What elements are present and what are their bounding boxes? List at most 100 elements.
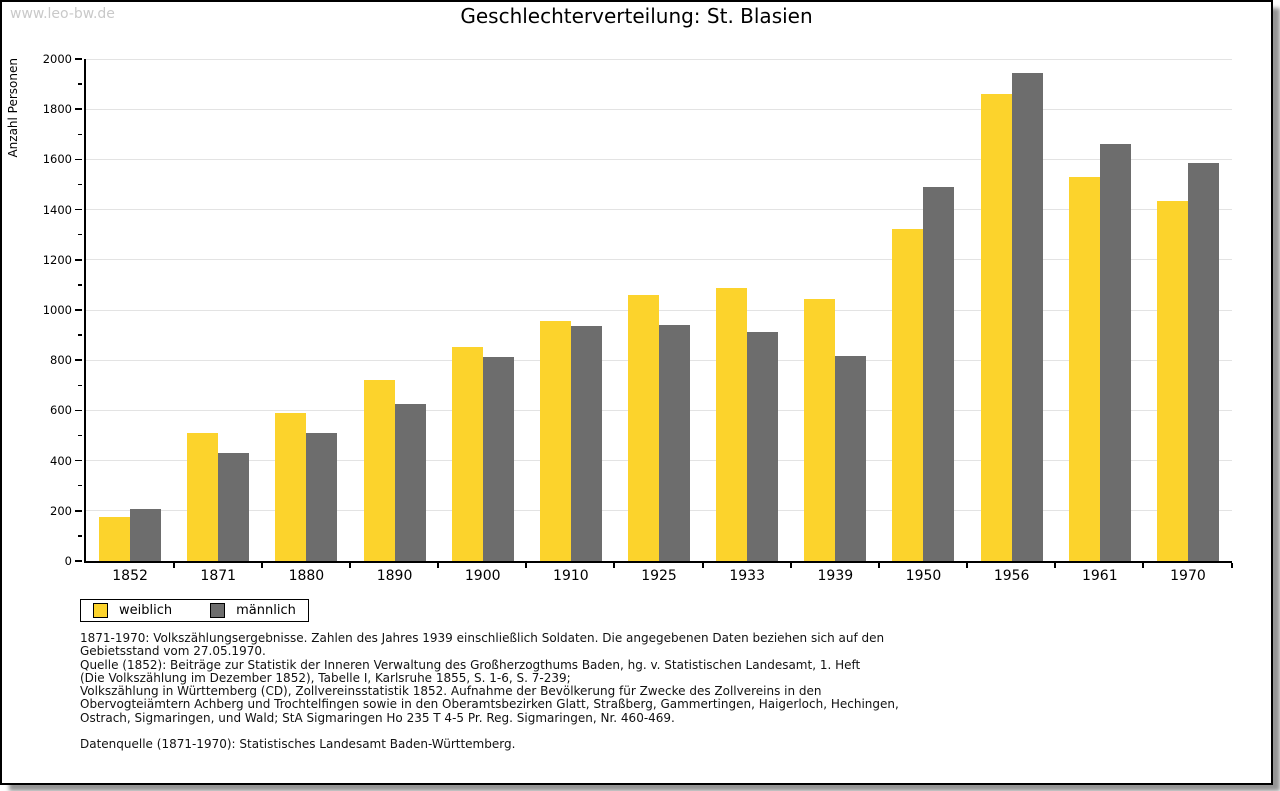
bar-maennlich-1956 [1011, 72, 1043, 561]
y-tick-label: 1200 [42, 252, 72, 267]
y-minor-tick [78, 133, 82, 136]
footnote-line: 1871-1970: Volkszählungsergebnisse. Zahl… [80, 631, 885, 645]
footnote-line: Obervogteiämtern Achberg und Trochtelfin… [80, 697, 899, 712]
x-tick-label: 1910 [553, 568, 589, 584]
datasource-line: Datenquelle (1871-1970): Statistisches L… [80, 737, 516, 752]
gridline [86, 158, 1232, 160]
y-tick-label: 1800 [42, 102, 72, 117]
bar-weiblich-1939 [804, 298, 836, 561]
y-minor-tick [78, 183, 82, 186]
legend: weiblich männlich [80, 599, 309, 622]
x-tick-label: 1925 [641, 568, 677, 584]
plot-area: 0 200 400 600 800 1000 1200 1400 1600 1800 2000 185… [43, 52, 1233, 584]
footnote-line: Quelle (1852): Beiträge zur Statistik de… [80, 657, 861, 672]
x-boundary-tick [260, 563, 263, 568]
bar-maennlich-1900 [482, 357, 514, 561]
bar-group-1961: 1961 [1056, 59, 1144, 584]
bar-weiblich-1880 [275, 412, 307, 561]
y-tick-label: 1600 [42, 152, 72, 167]
gridline [86, 209, 1232, 211]
bar-maennlich-1933 [747, 331, 779, 561]
x-boundary-tick [172, 563, 175, 568]
y-major-tick [75, 560, 82, 562]
bar-weiblich-1890 [363, 379, 395, 561]
bar-maennlich-1950 [923, 186, 955, 561]
bar-weiblich-1852 [99, 516, 131, 561]
footnote-line: Ostrach, Sigmaringen, und Wald; StA Sigm… [80, 710, 675, 725]
x-boundary-tick [437, 563, 440, 568]
x-tick-label: 1961 [1081, 568, 1118, 584]
footnote-line: (Die Volkszählung im Dezember 1852), Tab… [80, 670, 571, 685]
y-major-tick [75, 259, 82, 261]
y-major-tick [75, 409, 82, 412]
y-tick-label: 1000 [42, 303, 72, 317]
bar-maennlich-1880 [306, 432, 338, 561]
y-tick-label: 800 [50, 353, 72, 368]
x-tick-label: 1939 [817, 568, 854, 584]
x-boundary-tick [1142, 563, 1145, 568]
watermark: www.leo-bw.de [10, 6, 115, 22]
bar-weiblich-1900 [451, 346, 483, 561]
y-minor-tick [78, 384, 82, 387]
bar-maennlich-1871 [218, 452, 250, 561]
bar-group-1970: 1970 [1144, 59, 1232, 584]
bar-group-1871: 1871 [174, 59, 262, 584]
x-boundary-tick [348, 563, 351, 568]
bar-group-1900: 1900 [439, 59, 527, 584]
x-tick-label: 1852 [112, 568, 148, 584]
y-minor-tick [78, 233, 82, 236]
bar-group-1939: 1939 [791, 59, 879, 584]
legend-label-maennlich: männlich [236, 603, 296, 618]
y-axis-title: Anzahl Personen [6, 58, 20, 158]
y-minor-tick [78, 484, 82, 487]
bar-weiblich-1970 [1156, 200, 1188, 561]
gridline [86, 58, 1232, 60]
x-boundary-tick [613, 563, 616, 568]
y-minor-tick [78, 284, 82, 286]
x-boundary-tick [525, 563, 528, 568]
bar-weiblich-1910 [539, 320, 571, 561]
x-boundary-tick [877, 563, 880, 568]
y-tick-label: 200 [50, 503, 72, 518]
bar-weiblich-1933 [716, 288, 748, 561]
y-tick-label: 600 [50, 403, 72, 418]
y-major-tick [75, 309, 82, 311]
x-tick-label: 1871 [200, 568, 237, 584]
bar-group-1890: 1890 [350, 59, 438, 584]
x-boundary-tick [789, 563, 792, 568]
x-boundary-tick [966, 563, 969, 568]
bar-group-1852: 1852 [86, 59, 174, 584]
x-tick-label: 1880 [288, 568, 325, 584]
y-tick-label: 0 [64, 554, 72, 568]
y-major-tick [75, 158, 82, 161]
bar-maennlich-1925 [659, 325, 691, 561]
footnotes: 1871-1970: Volkszählungsergebnisse. Zahl… [80, 631, 940, 752]
y-minor-tick [78, 535, 82, 537]
y-major-tick [75, 459, 82, 462]
y-major-tick [75, 359, 82, 361]
legend-item-weiblich: weiblich [93, 603, 172, 618]
y-minor-tick [78, 83, 82, 85]
x-tick-label: 1956 [993, 568, 1030, 584]
bar-group-1880: 1880 [262, 59, 350, 584]
gridline [86, 108, 1232, 110]
footnote-line: Gebietsstand vom 27.05.1970. [80, 644, 266, 659]
legend-swatch-weiblich-icon [93, 603, 108, 618]
bar-maennlich-1939 [835, 355, 867, 561]
bar-maennlich-1961 [1099, 143, 1131, 561]
bar-group-1950: 1950 [879, 59, 967, 584]
gridline [86, 259, 1232, 261]
y-minor-tick [78, 334, 82, 336]
y-major-tick [75, 208, 82, 211]
y-tick-label: 400 [50, 453, 72, 468]
bar-group-1910: 1910 [527, 59, 615, 584]
x-boundary-tick [1230, 563, 1233, 568]
y-tick-label: 2000 [42, 52, 72, 66]
x-tick-label: 1970 [1170, 568, 1206, 584]
bar-weiblich-1950 [892, 229, 924, 561]
bar-maennlich-1910 [570, 325, 602, 561]
x-tick-label: 1900 [464, 568, 501, 584]
bar-group-1933: 1933 [703, 59, 791, 584]
bar-maennlich-1970 [1187, 163, 1219, 561]
